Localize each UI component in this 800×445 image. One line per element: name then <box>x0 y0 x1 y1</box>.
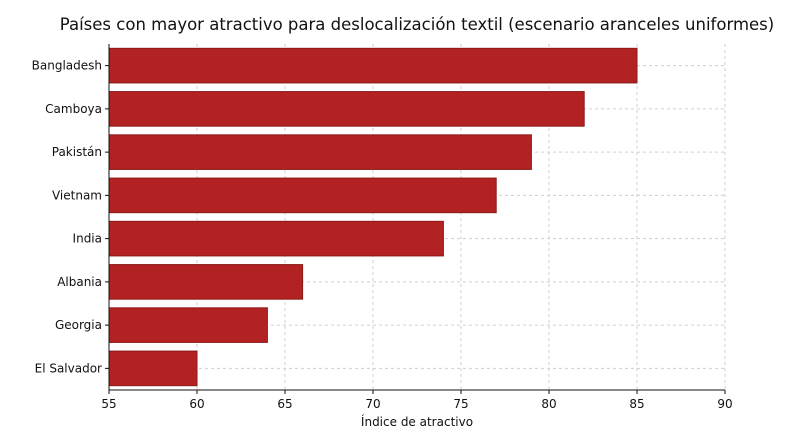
y-tick-label-5: Albania <box>57 275 102 289</box>
x-tick-labels: 55 60 65 70 75 80 85 90 <box>101 397 732 411</box>
y-tick-label-0: Bangladesh <box>32 59 102 73</box>
y-tick-labels: Bangladesh Camboya Pakistán Vietnam India Alb… <box>32 59 102 376</box>
y-tick-label-4: India <box>73 232 102 246</box>
bar-camboya <box>108 91 585 127</box>
bar-el-salvador <box>108 350 198 387</box>
x-tick-label-1: 60 <box>189 397 204 411</box>
x-tick-label-7: 90 <box>717 397 732 411</box>
bar-albania <box>108 264 304 300</box>
x-tick-label-2: 65 <box>277 397 292 411</box>
x-tick-label-0: 55 <box>101 397 116 411</box>
chart-title: Países con mayor atractivo para deslocal… <box>60 15 774 34</box>
bars <box>108 47 638 387</box>
x-tick-label-4: 75 <box>453 397 468 411</box>
y-tick-label-6: Georgia <box>55 318 102 332</box>
axes <box>105 44 726 394</box>
bar-bangladesh <box>108 47 638 84</box>
bar-pakistán <box>108 134 532 170</box>
bar-georgia <box>108 307 268 343</box>
y-tick-label-1: Camboya <box>45 102 102 116</box>
x-tick-label-5: 80 <box>541 397 556 411</box>
x-tick-label-3: 70 <box>365 397 380 411</box>
x-axis-label: Índice de atractivo <box>361 414 473 429</box>
y-tick-label-3: Vietnam <box>52 188 102 202</box>
bar-india <box>108 220 444 257</box>
x-tick-label-6: 85 <box>629 397 644 411</box>
y-tick-label-7: El Salvador <box>35 361 102 375</box>
bar-vietnam <box>108 177 497 214</box>
y-tick-label-2: Pakistán <box>52 145 102 159</box>
